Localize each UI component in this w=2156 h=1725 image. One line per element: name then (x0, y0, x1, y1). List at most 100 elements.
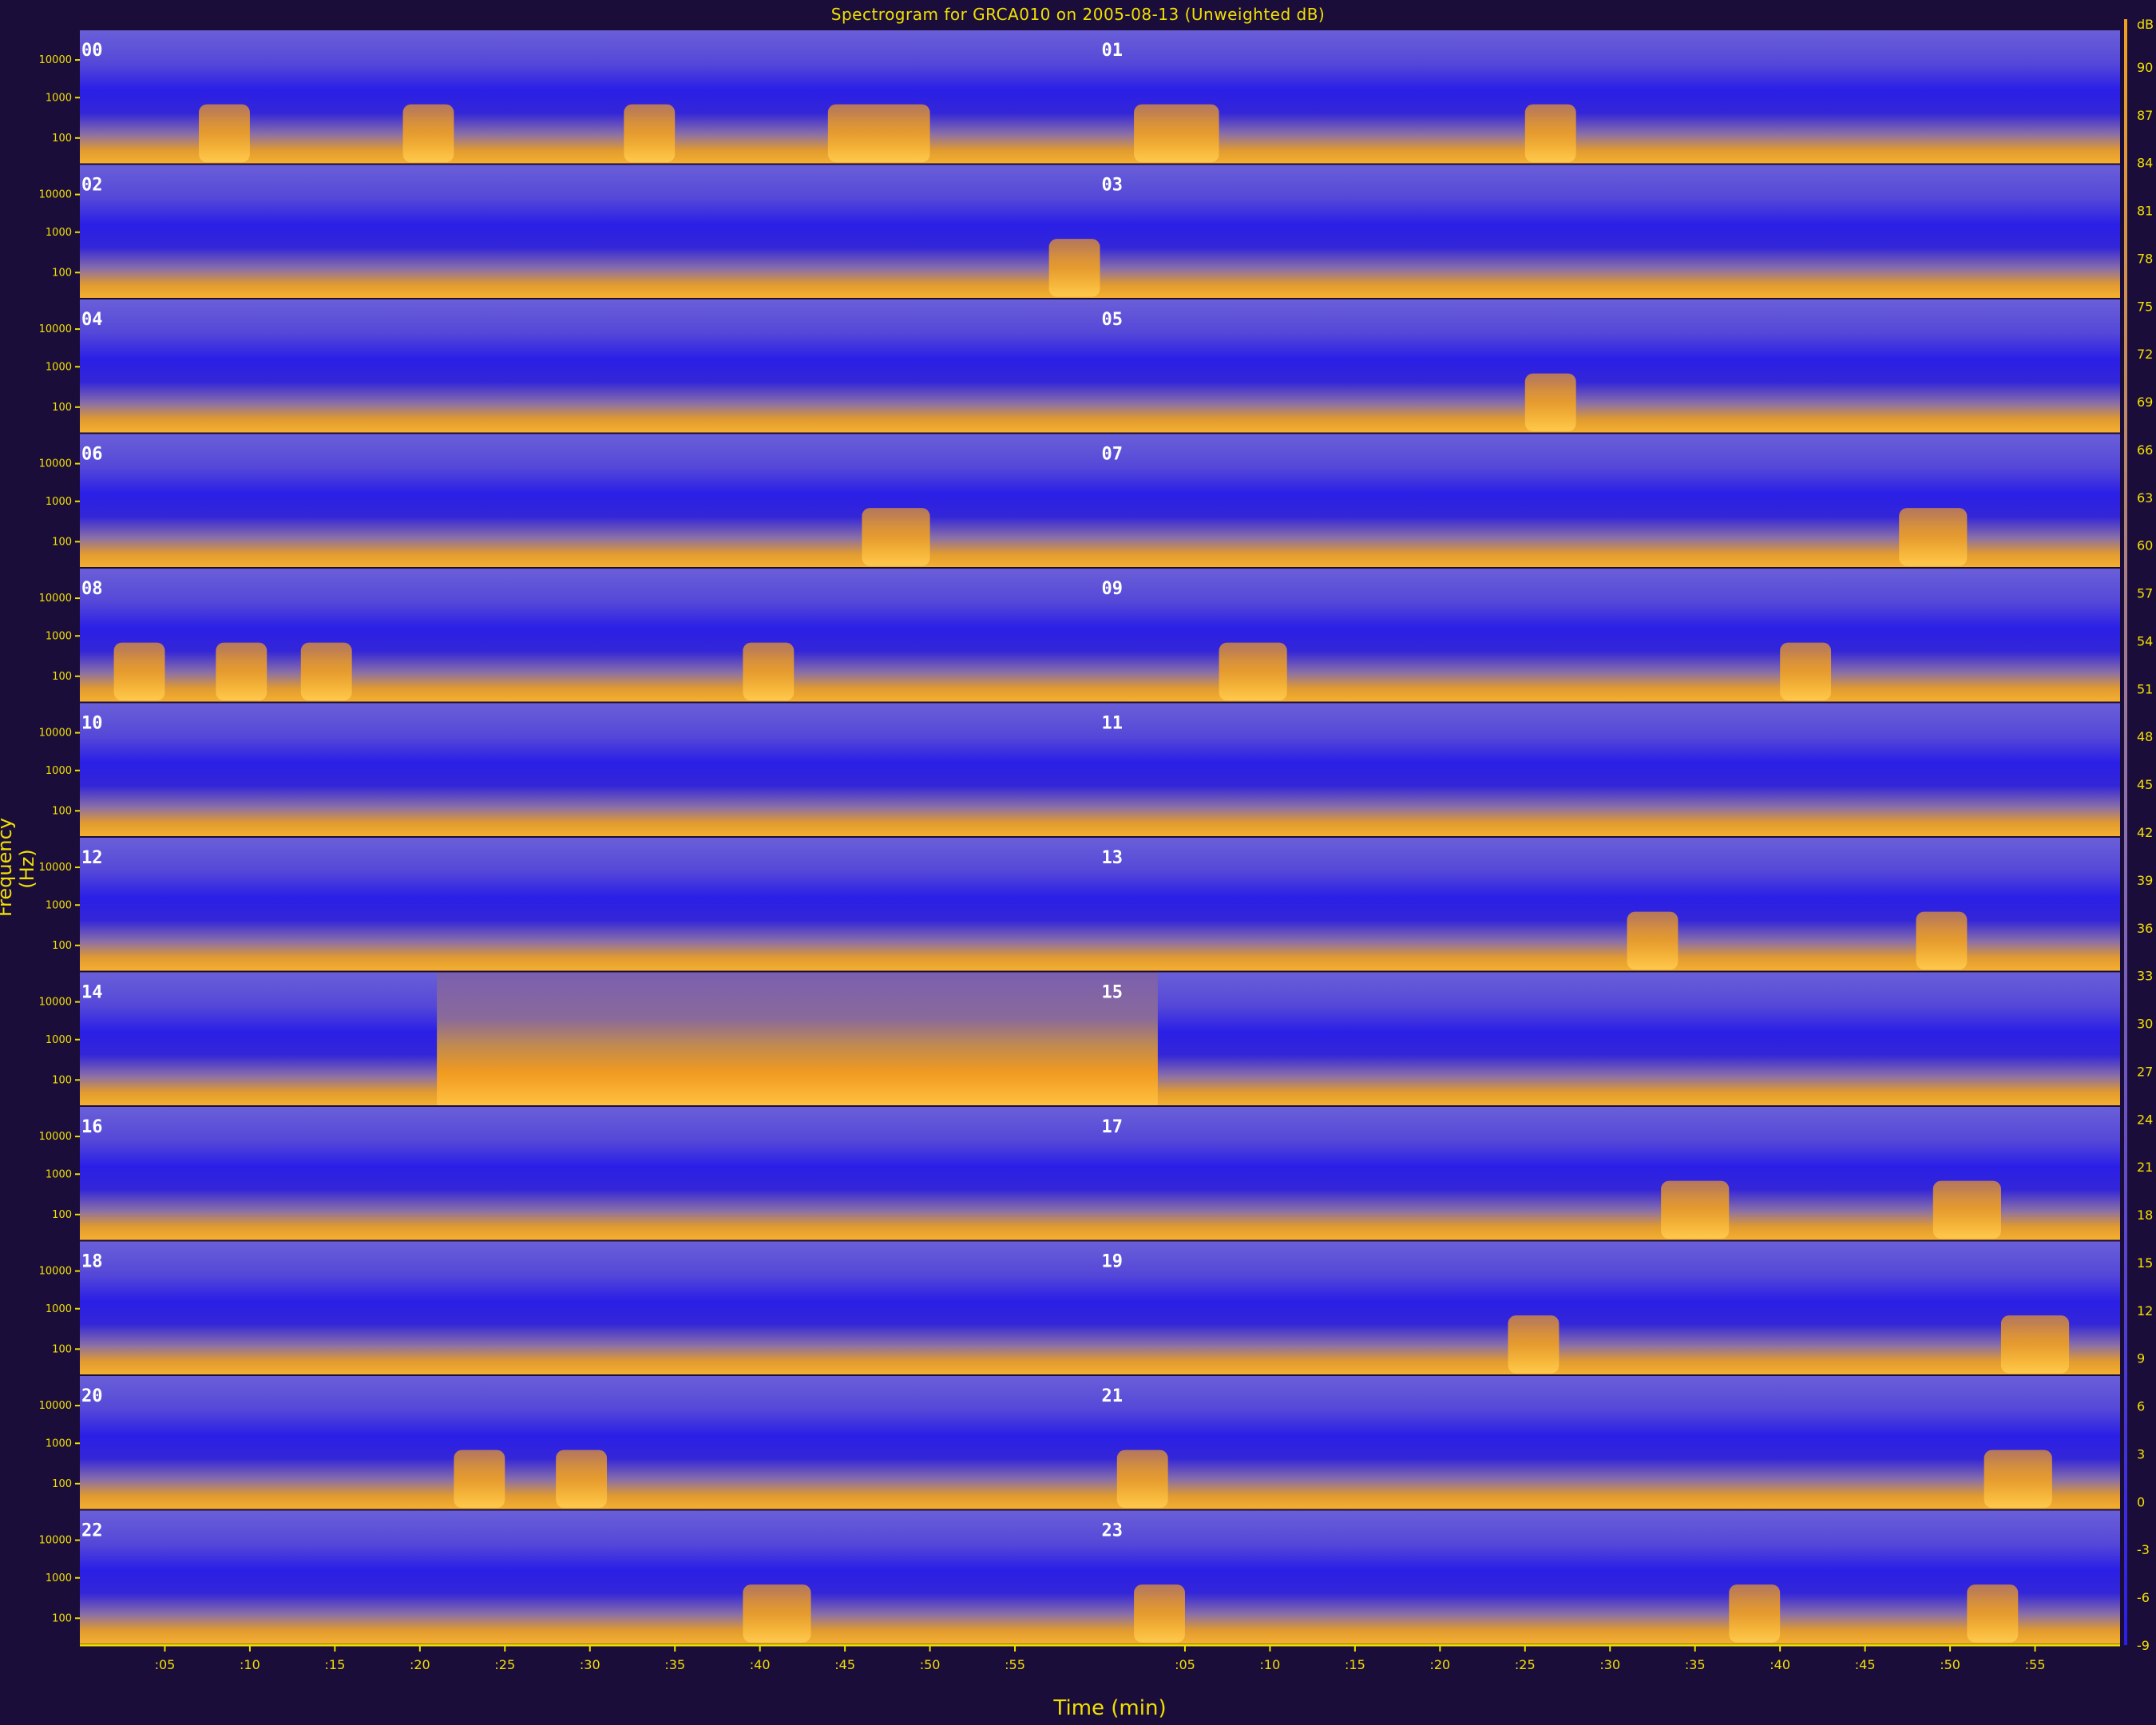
hour-label-00: 00 (81, 41, 103, 61)
frequency-tick-label: 100 (52, 671, 72, 683)
db-tick-label: 63 (2137, 490, 2153, 506)
event-19-24 (1508, 1315, 1560, 1374)
time-tick-label: :15 (1345, 1657, 1365, 1672)
db-tick-label: 36 (2137, 921, 2153, 936)
hour-label-11: 11 (1102, 714, 1124, 734)
frequency-tick-label: 1000 (46, 496, 72, 508)
hour-label-17: 17 (1102, 1117, 1124, 1137)
event-03--3 (1048, 239, 1100, 297)
db-tick-label: 3 (2137, 1446, 2145, 1461)
event-06-46 (862, 508, 930, 566)
hour-label-13: 13 (1102, 848, 1124, 868)
spectrogram-row-18-19 (80, 1241, 2120, 1374)
event-19-53 (2000, 1315, 2070, 1374)
time-tick-label: :20 (1429, 1657, 1450, 1672)
frequency-tick-label: 10000 (39, 862, 72, 874)
event-13-31 (1627, 911, 1678, 970)
time-tick-label: :25 (494, 1657, 515, 1672)
db-tick-label: 90 (2137, 60, 2153, 75)
time-tick-label: :05 (1175, 1657, 1195, 1672)
frequency-tick-label: 1000 (46, 361, 72, 373)
frequency-tick-label: 100 (52, 267, 72, 279)
frequency-tick-label: 100 (52, 536, 72, 548)
hour-label-09: 09 (1102, 579, 1124, 599)
time-tick-label: :55 (1005, 1657, 1025, 1672)
db-tick-label: 18 (2137, 1208, 2153, 1223)
db-tick-label: 45 (2137, 777, 2153, 792)
spectrogram-row-04-05 (80, 299, 2120, 433)
frequency-tick-label: 100 (52, 133, 72, 145)
hour-label-02: 02 (81, 176, 103, 196)
db-tick-label: 48 (2137, 729, 2153, 744)
frequency-tick-label: 1000 (46, 899, 72, 911)
event-09-40 (1780, 642, 1832, 701)
spectrogram-rows (80, 30, 2120, 1645)
db-tick-label: 75 (2137, 299, 2153, 314)
hour-label-15: 15 (1102, 983, 1124, 1003)
spectrogram-row-22-23 (80, 1510, 2120, 1644)
frequency-tick-label: 1000 (46, 765, 72, 777)
db-tick-label: 21 (2137, 1160, 2153, 1175)
db-tick-label: 27 (2137, 1064, 2153, 1079)
db-tick-label: 54 (2137, 633, 2153, 648)
event-07-47 (1899, 508, 1968, 566)
frequency-tick-label: 1000 (46, 1572, 72, 1584)
data-gap-14 (437, 972, 1100, 1105)
spectrogram-row-12-13 (80, 838, 2120, 971)
db-tick-label: 51 (2137, 681, 2153, 696)
event-08-2 (113, 642, 165, 701)
db-tick-label: 60 (2137, 538, 2153, 553)
hour-label-08: 08 (81, 579, 103, 599)
db-scale: dB90878481787572696663605754514845423936… (2124, 17, 2154, 1653)
frequency-tick-label: 1000 (46, 1438, 72, 1449)
db-tick-label: 87 (2137, 108, 2153, 123)
frequency-tick-label: 1000 (46, 227, 72, 239)
hour-label-10: 10 (81, 714, 103, 734)
frequency-tick-label: 10000 (39, 458, 72, 470)
time-tick-label: :30 (1599, 1657, 1620, 1672)
time-tick-label: :50 (920, 1657, 941, 1672)
chart-title: Spectrogram for GRCA010 on 2005-08-13 (U… (830, 5, 1326, 24)
event-00-19 (402, 104, 454, 163)
hour-label-23: 23 (1102, 1521, 1124, 1541)
event-17-49 (1932, 1180, 2001, 1239)
spectrogram-row-20-21 (80, 1376, 2120, 1509)
time-axis: :05:10:15:20:25:30:35:40:45:50:55:05:10:… (80, 1644, 2120, 1672)
frequency-tick-label: 10000 (39, 323, 72, 335)
hour-label-18: 18 (81, 1252, 103, 1272)
event-23-37 (1729, 1584, 1781, 1643)
frequency-tick-label: 100 (52, 940, 72, 952)
db-tick-label: 30 (2137, 1017, 2153, 1032)
time-tick-label: :50 (1940, 1657, 1960, 1672)
event-23-51 (1967, 1584, 2019, 1643)
time-tick-label: :25 (1515, 1657, 1536, 1672)
hour-label-03: 03 (1102, 176, 1124, 196)
db-tick-label: 39 (2137, 873, 2153, 888)
hour-label-12: 12 (81, 848, 103, 868)
db-tick-label: 33 (2137, 969, 2153, 984)
db-tick-label: 9 (2137, 1351, 2145, 1366)
event-21-52 (1984, 1449, 2052, 1509)
time-tick-label: :35 (1685, 1657, 1706, 1672)
event-22-39 (743, 1584, 811, 1643)
frequency-tick-label: 1000 (46, 1168, 72, 1180)
db-tick-label: 24 (2137, 1112, 2153, 1127)
event-01-25 (1524, 104, 1576, 163)
db-tick-label: 84 (2137, 156, 2153, 171)
hour-label-01: 01 (1102, 41, 1124, 61)
frequency-tick-label: 10000 (39, 997, 72, 1009)
event-20-28 (556, 1449, 608, 1509)
frequency-tick-label: 10000 (39, 728, 72, 740)
hour-label-16: 16 (81, 1117, 103, 1137)
event-17-33 (1661, 1180, 1730, 1239)
db-tick-label: 69 (2137, 395, 2153, 410)
frequency-tick-label: 10000 (39, 1266, 72, 1278)
time-tick-label: :10 (240, 1657, 260, 1672)
frequency-tick-label: 100 (52, 402, 72, 414)
frequency-tick-label: 100 (52, 805, 72, 817)
acoustic-events (113, 104, 2070, 1643)
db-tick-label: 57 (2137, 586, 2153, 601)
hour-label-06: 06 (81, 445, 103, 465)
time-tick-label: :40 (750, 1657, 771, 1672)
